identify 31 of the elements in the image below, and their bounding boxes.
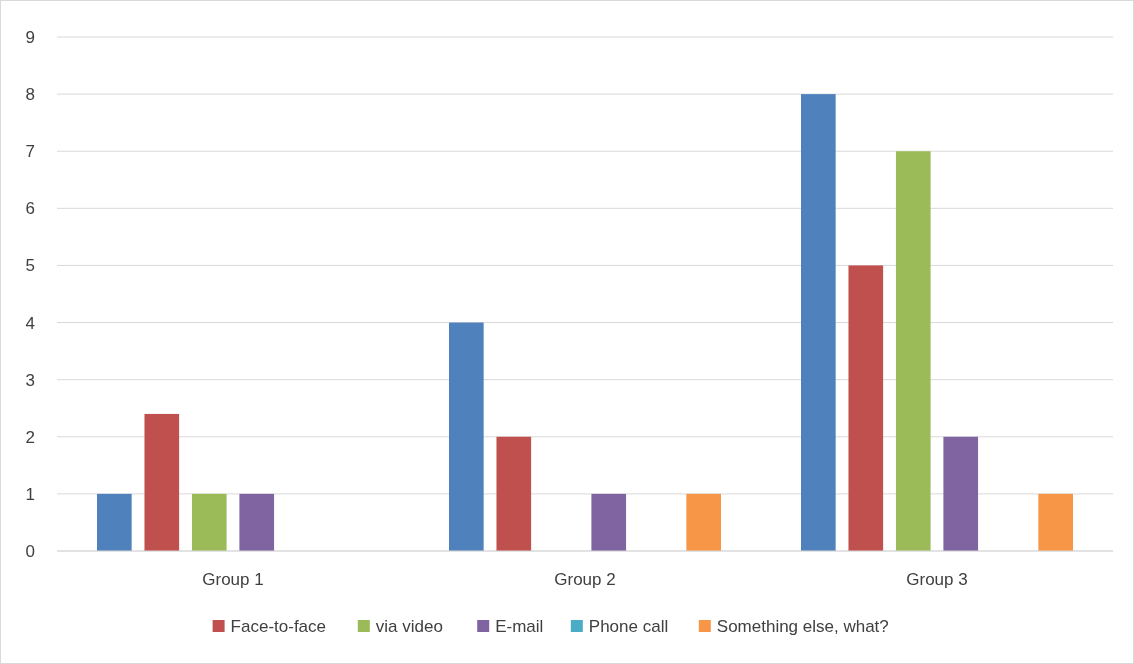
legend-label: Something else, what? <box>716 617 889 636</box>
legend-label: Phone call <box>588 617 669 636</box>
bar <box>895 151 931 551</box>
bar <box>191 493 227 551</box>
legend-label: E-mail <box>495 617 544 636</box>
legend-label: via video <box>375 617 443 636</box>
bar <box>1038 493 1073 551</box>
legend-label: Face-to-face <box>230 617 327 636</box>
y-tick-label: 7 <box>25 142 35 162</box>
bar <box>449 322 484 551</box>
x-tick-label: Group 1 <box>202 570 264 589</box>
y-tick-label: 5 <box>25 256 35 276</box>
bar <box>239 493 275 551</box>
bar <box>97 493 132 551</box>
bar <box>943 436 979 551</box>
y-tick-label: 6 <box>25 199 35 219</box>
bar <box>144 413 180 551</box>
y-tick-label: 3 <box>25 370 35 390</box>
y-tick-label: 9 <box>25 27 35 47</box>
bar <box>686 493 721 551</box>
y-tick-label: 2 <box>25 427 35 447</box>
bar <box>801 94 836 551</box>
y-tick-label: 0 <box>25 541 35 561</box>
y-tick-label: 4 <box>25 313 35 333</box>
bar <box>848 265 884 551</box>
x-tick-label: Group 2 <box>554 570 616 589</box>
bar <box>591 493 627 551</box>
y-tick-label: 8 <box>25 85 35 105</box>
y-tick-label: 1 <box>25 484 35 504</box>
bar <box>496 436 532 551</box>
x-tick-label: Group 3 <box>906 570 968 589</box>
